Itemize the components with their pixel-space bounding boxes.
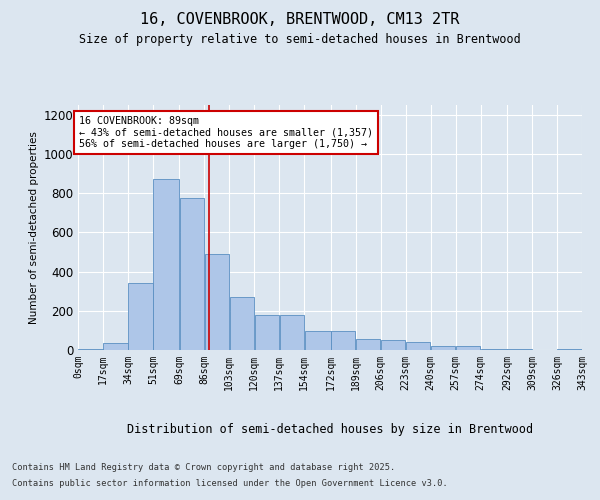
Bar <box>280 314 304 350</box>
Bar <box>205 254 229 350</box>
Bar <box>356 339 380 350</box>
Text: Contains HM Land Registry data © Crown copyright and database right 2025.: Contains HM Land Registry data © Crown c… <box>12 462 395 471</box>
Bar <box>331 332 355 350</box>
Bar <box>153 180 179 350</box>
Text: Distribution of semi-detached houses by size in Brentwood: Distribution of semi-detached houses by … <box>127 422 533 436</box>
Text: Size of property relative to semi-detached houses in Brentwood: Size of property relative to semi-detach… <box>79 32 521 46</box>
Bar <box>406 342 430 350</box>
Bar <box>128 284 153 350</box>
Bar <box>507 349 532 350</box>
Text: Contains public sector information licensed under the Open Government Licence v3: Contains public sector information licen… <box>12 479 448 488</box>
Text: 16, COVENBROOK, BRENTWOOD, CM13 2TR: 16, COVENBROOK, BRENTWOOD, CM13 2TR <box>140 12 460 28</box>
Bar <box>381 340 406 350</box>
Bar <box>481 349 507 350</box>
Bar <box>103 343 128 350</box>
Y-axis label: Number of semi-detached properties: Number of semi-detached properties <box>29 131 39 324</box>
Bar <box>431 346 455 350</box>
Bar <box>456 346 481 350</box>
Text: 16 COVENBROOK: 89sqm
← 43% of semi-detached houses are smaller (1,357)
56% of se: 16 COVENBROOK: 89sqm ← 43% of semi-detac… <box>79 116 373 149</box>
Bar <box>179 198 204 350</box>
Bar <box>305 332 331 350</box>
Bar <box>230 297 254 350</box>
Bar <box>254 314 279 350</box>
